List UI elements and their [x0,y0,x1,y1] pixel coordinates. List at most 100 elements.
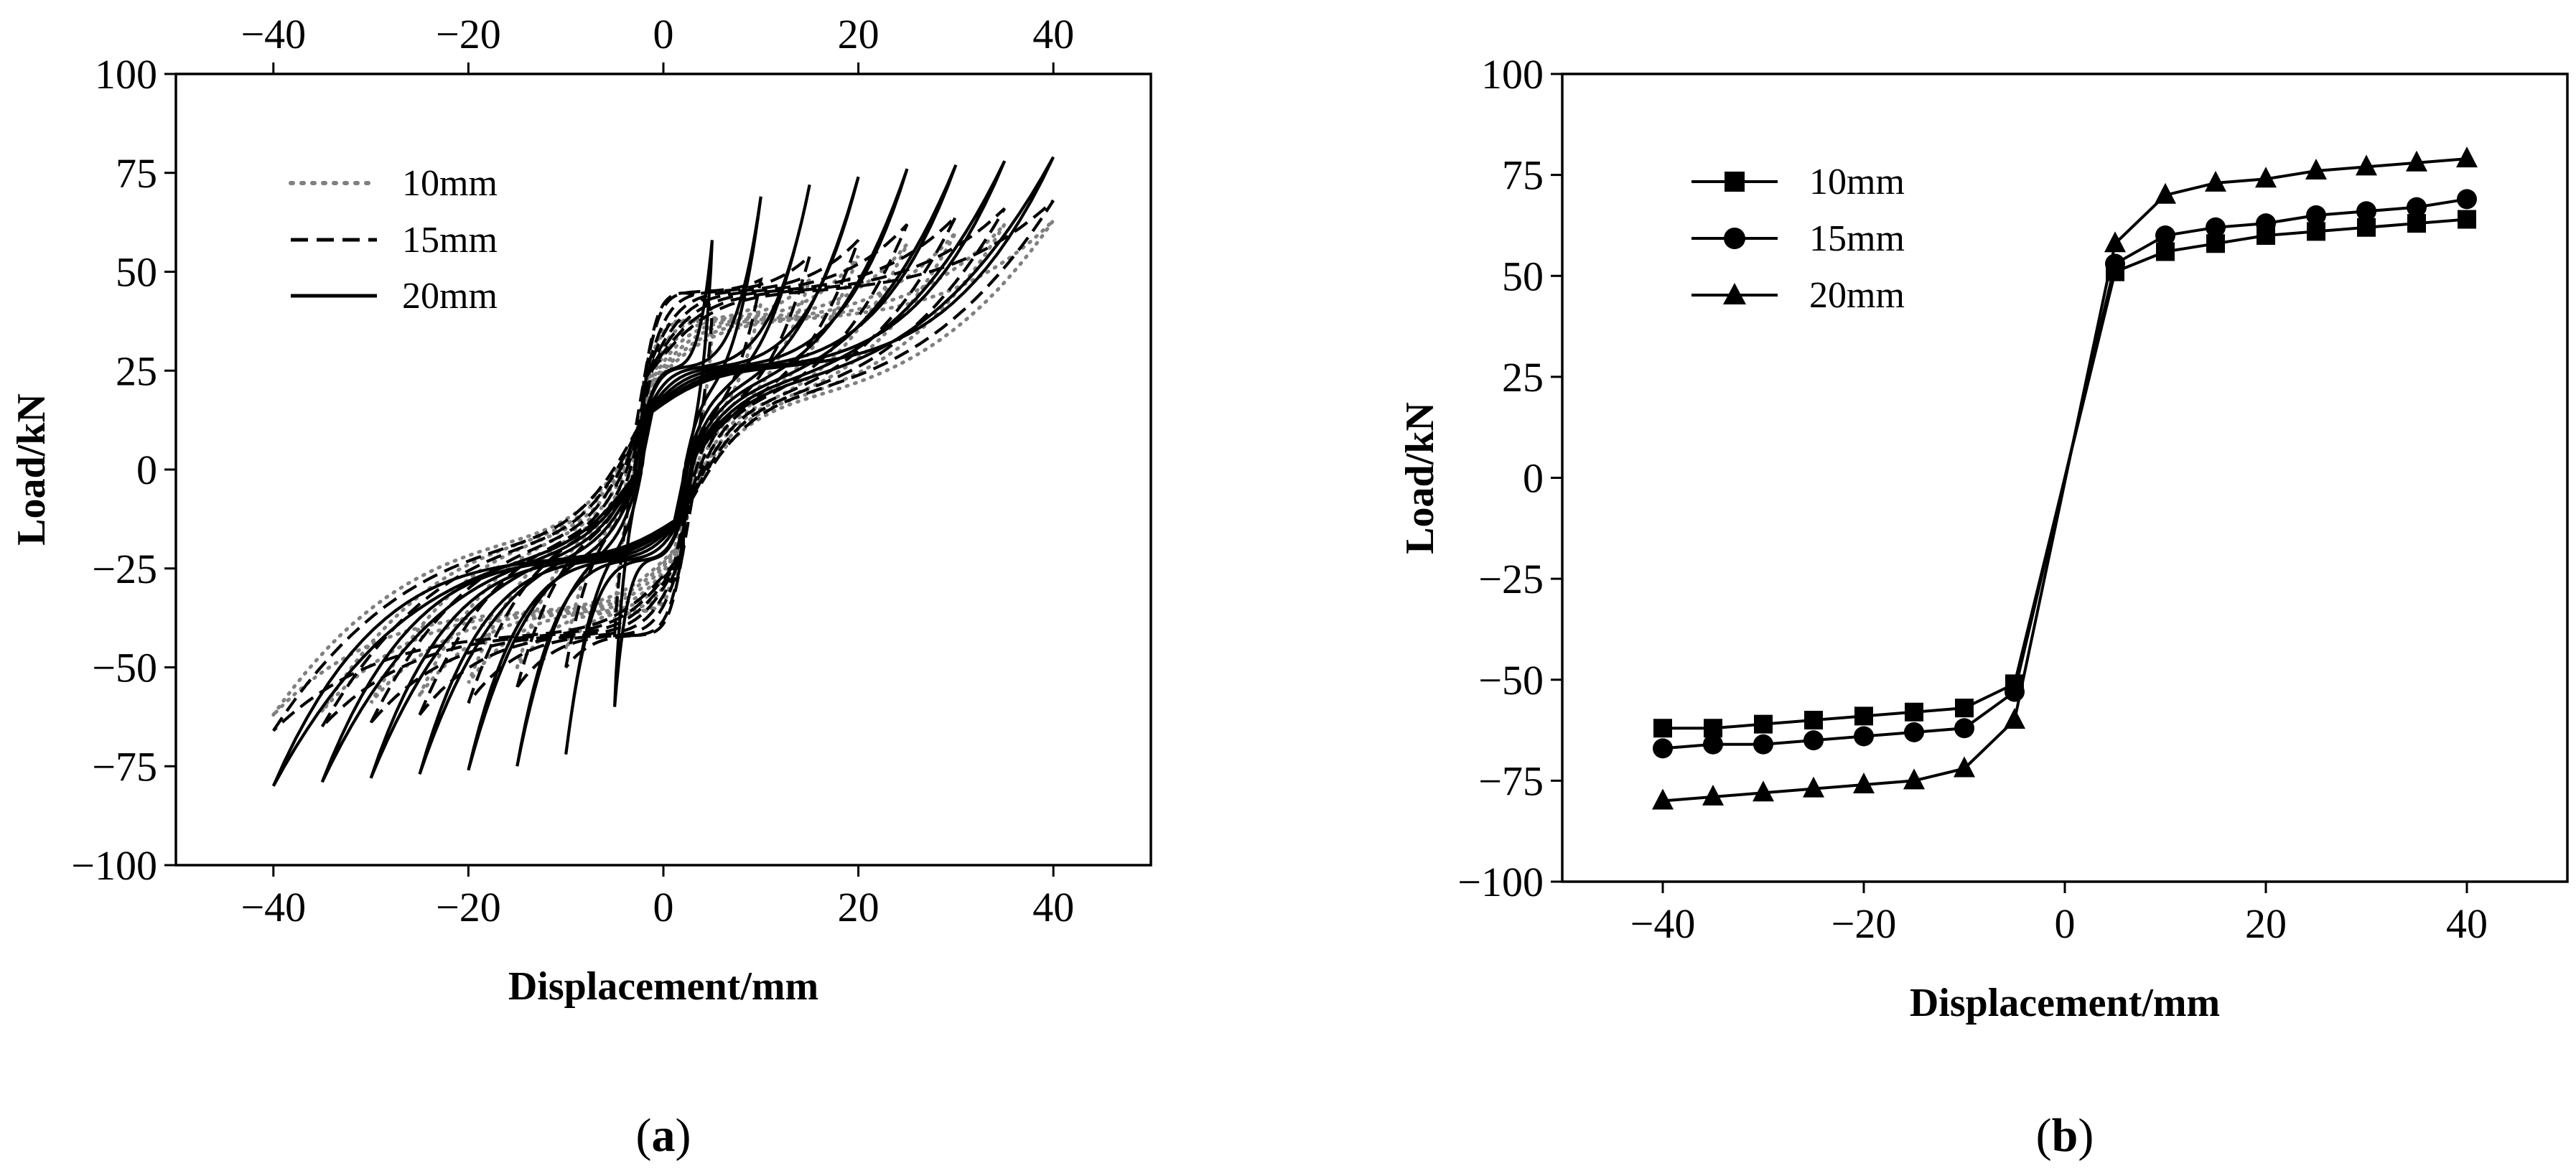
legend-b-20mm-label: 20mm [1809,275,1905,316]
panel-b-y-tick-label: 25 [1502,354,1544,401]
panel-b-point-15mm [1803,730,1824,751]
panel-a-caption-close: ) [676,1109,691,1162]
panel-b-x-tick-label: 40 [2446,900,2488,947]
panel-b-point-15mm [2306,205,2326,225]
panel-b-y-tick-label: −50 [1478,657,1544,704]
panel-b-point-20mm [1954,756,1975,778]
panel-a-top-x-tick-label: 0 [653,11,674,57]
panel-b-series-line-20mm [1662,157,2468,803]
panel-b-point-15mm [1703,734,1723,755]
panel-a-x-tick-label: −20 [436,884,501,930]
panel-a-y-axis-label: Load/kN [9,393,54,546]
panel-b-point-15mm [1854,726,1874,747]
panel-a-loop-10mm-amp-35 [320,223,1007,712]
panel-a-loop-10mm-amp-25 [418,243,909,696]
panel-a-caption-open: ( [636,1109,652,1162]
panel-a-y-tick-label: 75 [116,150,157,197]
panel-b-x-tick-label: 0 [2055,900,2076,947]
panel-a-left-axis: 100 75 50 25 0 −25 −50 −75 −100 [71,51,176,889]
panel-a-loop-20mm-amp-40 [271,156,1055,787]
panel-a-y-tick-label: 0 [136,447,157,493]
panel-a-y-tick-label: 25 [116,347,157,394]
panel-b-point-10mm [1804,711,1823,729]
panel-b-point-20mm [2205,170,2226,192]
legend-a-15mm-label: 15mm [402,220,498,261]
panel-b-y-tick-label: −100 [1457,859,1544,905]
panel-b-curves [1652,146,2478,810]
panel-b-point-20mm [2155,182,2176,204]
panel-b-point-15mm [2206,217,2226,238]
panel-a-x-tick-label: 20 [838,884,879,930]
panel-b-point-10mm [1754,714,1773,734]
panel-b-bottom-axis: −40 −20 0 20 40 [1630,882,2488,947]
panel-a-loop-20mm-amp-15 [515,184,811,767]
panel-b-point-20mm [2305,159,2327,179]
panel-b-point-20mm [2406,150,2427,172]
panel-b-y-tick-label: −75 [1478,757,1544,804]
panel-b-point-20mm [1803,776,1824,798]
panel-a-x-tick-label: 0 [653,884,674,930]
panel-a-loop-20mm-amp-30 [369,164,958,779]
panel-b-caption: (b) [2036,1109,2094,1162]
panel-b-point-20mm [1853,773,1875,793]
legend-b-20mm-triangle-marker [1723,283,1746,304]
panel-a-x-tick-label: −40 [241,884,306,930]
panel-a-loop-20mm-amp-10 [564,196,762,755]
panel-b-point-10mm [1905,702,1923,722]
panel-a-x-tick-label: 40 [1032,884,1074,930]
panel-b-point-10mm [1653,719,1672,738]
panel-b-left-axis: 100 75 50 25 0 −25 −50 −75 −100 [1457,51,1562,905]
legend-b-10mm-square-marker [1725,172,1745,192]
panel-a-loop-20mm-amp-20 [467,176,860,771]
panel-a-caption: (a) [636,1109,691,1162]
panel-a-y-tick-label: 100 [95,51,157,98]
panel-a-loop-20mm-amp-35 [320,160,1007,783]
legend-a-10mm-label: 10mm [402,163,498,204]
panel-b-point-15mm [1753,734,1773,755]
panel-a-loop-20mm-amp-25 [418,168,909,775]
panel-a-curves [271,156,1055,787]
panel-b-point-15mm [1653,738,1673,759]
panel-b-point-20mm [2104,231,2126,253]
panel-a-top-x-tick-label: 40 [1032,11,1074,57]
panel-b-point-15mm [2356,201,2376,222]
panel-a-bottom-axis: −40 −20 0 20 40 [241,865,1074,930]
panel-a-y-tick-label: 50 [116,249,157,296]
panel-b-point-15mm [1904,722,1924,742]
panel-a-plot-frame [174,73,1152,867]
panel-b-point-15mm [2155,225,2175,246]
legend-b-10mm-label: 10mm [1809,162,1905,202]
panel-b-x-axis-label: Displacement/mm [1910,981,2220,1025]
panel-b-caption-open: ( [2036,1109,2052,1162]
panel-b-point-10mm [1955,699,1974,718]
panel-b-series-line-15mm [1662,197,2468,750]
panel-a-legend: 10mm 15mm 20mm [289,163,498,317]
panel-b-point-10mm [2458,210,2476,229]
legend-b-15mm-label: 15mm [1809,218,1905,259]
panel-b-x-tick-label: −20 [1831,900,1897,947]
panel-b-caption-letter: b [2052,1109,2078,1162]
panel-b-point-20mm [2356,154,2377,176]
panel-a-top-x-tick-label: −40 [241,11,306,57]
panel-b-y-axis-label: Load/kN [1398,402,1442,554]
panel-b-point-15mm [2407,197,2427,218]
panel-b-y-tick-label: 75 [1502,152,1544,199]
panel-b-point-20mm [1903,768,1925,790]
panel-a-loop-15mm-amp-30 [369,215,958,724]
panel-b-legend: 10mm 15mm 20mm [1691,162,1905,316]
panel-b-y-tick-label: 50 [1502,253,1544,299]
panel-a-hysteresis-chart: −40 −20 0 20 40 −40 −20 0 20 40 100 75 50 25 0 −25 −50… [9,11,1152,1162]
panel-b-point-20mm [2004,708,2025,729]
panel-a-y-tick-label: −75 [92,743,157,790]
panel-b-point-20mm [2456,146,2478,168]
panel-b-y-tick-label: −25 [1478,556,1544,602]
panel-b-point-20mm [1753,780,1774,802]
legend-a-20mm-label: 20mm [402,276,498,317]
panel-b-y-tick-label: 100 [1481,51,1544,98]
panel-a-top-axis: −40 −20 0 20 40 [241,11,1074,74]
panel-b-x-tick-label: 20 [2245,900,2287,947]
panel-a-caption-letter: a [652,1109,676,1162]
panel-a-loop-10mm-amp-40 [271,219,1055,717]
panel-b-point-20mm [1652,788,1674,810]
